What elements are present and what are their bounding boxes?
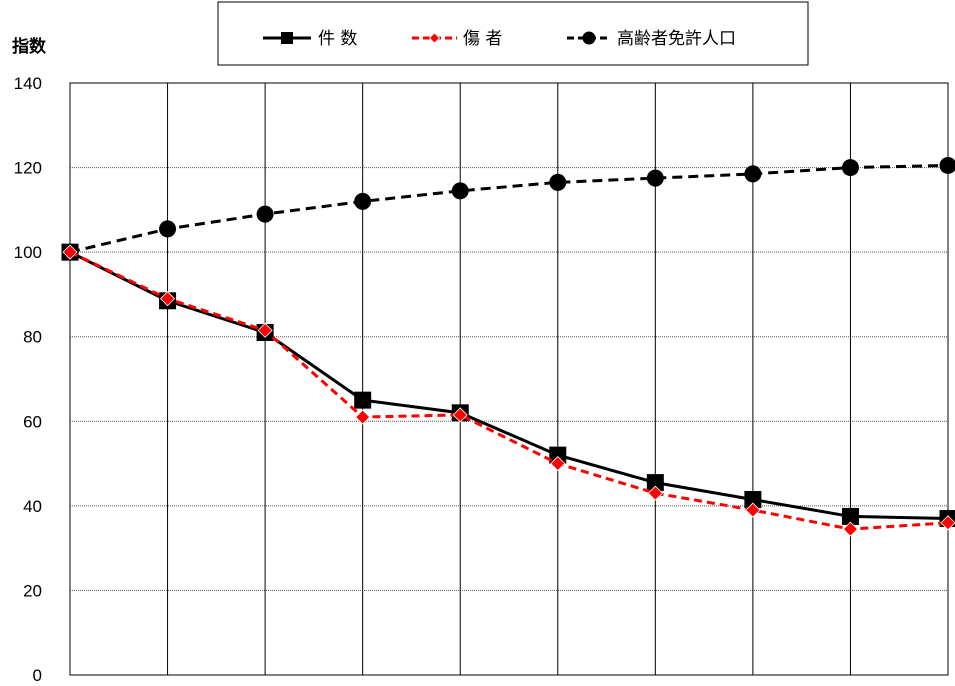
legend-label: 高齢者免許人口 (617, 29, 736, 49)
series-3 (61, 156, 955, 261)
data-point (647, 485, 663, 501)
y-tick-label: 80 (23, 328, 42, 347)
data-point (159, 291, 176, 307)
data-point (549, 446, 567, 464)
data-point (744, 165, 762, 183)
grid (70, 83, 948, 675)
data-point (256, 205, 274, 223)
data-point (354, 391, 372, 409)
y-tick-label: 0 (33, 666, 42, 685)
plot-frame (69, 82, 949, 676)
series-1 (61, 243, 955, 528)
data-point (355, 409, 371, 425)
data-point (744, 491, 762, 509)
data-point (939, 156, 955, 174)
data-point (428, 32, 441, 44)
data-point (745, 502, 761, 518)
y-tick-label: 100 (14, 243, 42, 262)
series-layer (61, 156, 955, 537)
data-point (452, 407, 468, 423)
data-point (159, 220, 177, 238)
data-point (549, 173, 567, 191)
y-axis-ticks: 0 20 40 60 80 100 120 140 (14, 74, 42, 685)
data-point (582, 31, 596, 45)
series-line (69, 250, 949, 531)
y-tick-label: 140 (14, 74, 42, 93)
legend: 件 数 傷 者 高齢者免許人口 (217, 1, 809, 66)
y-axis-label: 指数 (12, 36, 47, 57)
data-point (62, 244, 78, 260)
legend-label: 傷 者 (463, 29, 502, 49)
y-tick-label: 20 (23, 581, 42, 600)
legend-item-2: 傷 者 (412, 29, 502, 49)
data-point (646, 474, 664, 492)
legend-item-1: 件 数 (263, 29, 357, 49)
data-point (940, 515, 955, 531)
legend-item-3: 高齢者免許人口 (567, 29, 736, 49)
y-tick-label: 60 (23, 412, 42, 431)
data-point (841, 159, 859, 177)
data-point (841, 507, 859, 525)
series-line (69, 250, 949, 521)
y-tick-label: 40 (23, 497, 42, 516)
legend-label: 件 数 (318, 29, 357, 49)
data-point (281, 32, 293, 44)
data-point (646, 169, 664, 187)
series-line (69, 163, 949, 254)
data-point (451, 182, 469, 200)
data-point (354, 192, 372, 210)
data-point (257, 322, 273, 338)
data-point (842, 521, 859, 537)
legend-box (217, 1, 809, 66)
data-point (550, 456, 566, 472)
y-tick-label: 120 (14, 159, 42, 178)
series-2 (62, 244, 955, 537)
